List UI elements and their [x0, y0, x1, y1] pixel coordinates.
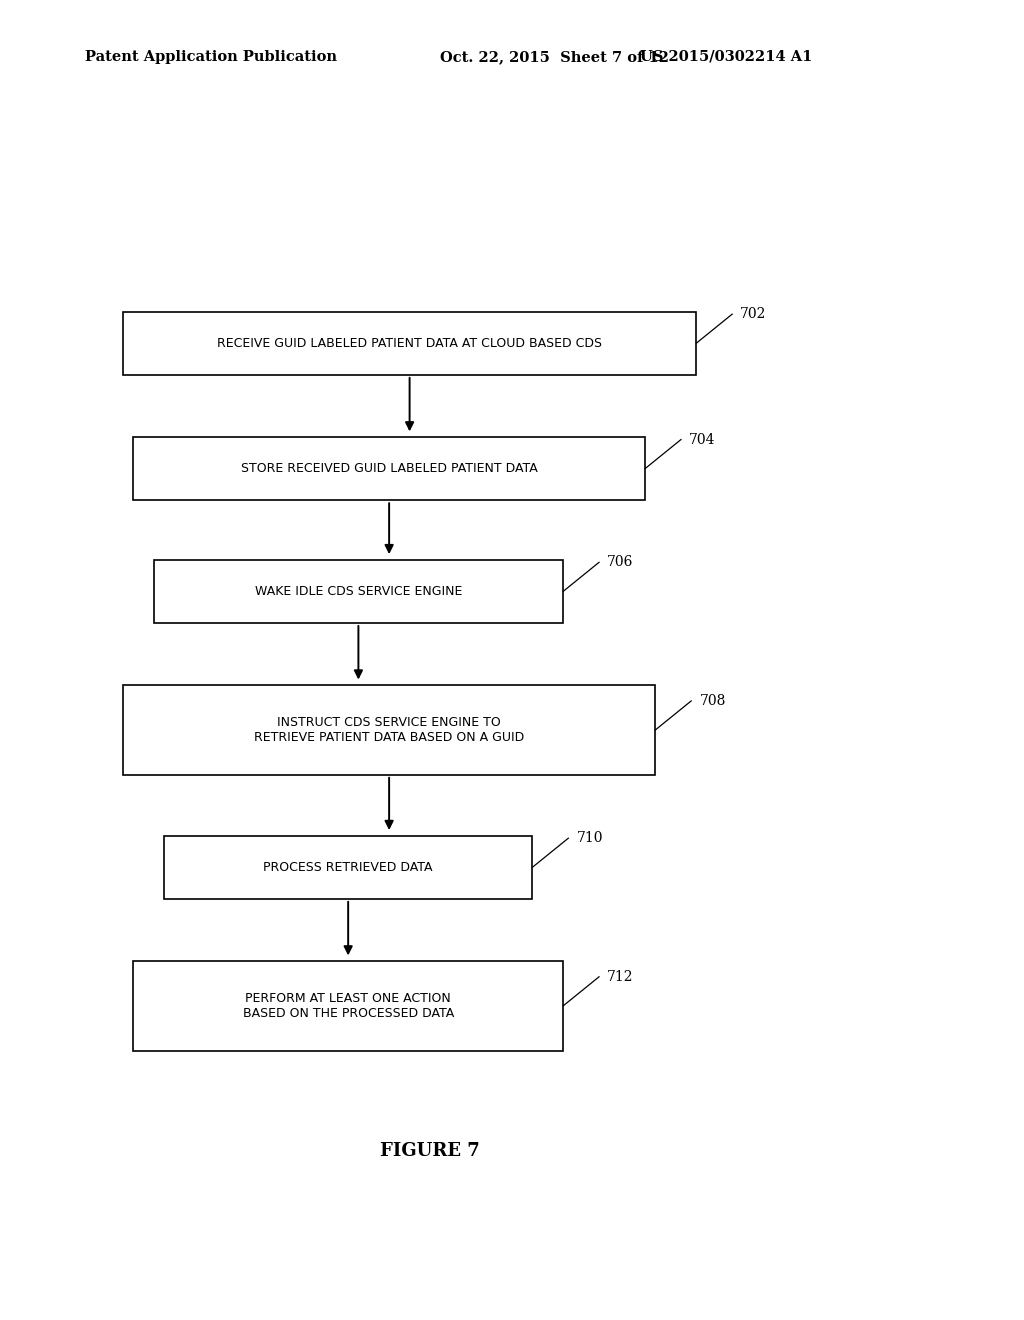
Text: 712: 712 [607, 970, 634, 983]
Text: 708: 708 [699, 694, 726, 708]
Text: STORE RECEIVED GUID LABELED PATIENT DATA: STORE RECEIVED GUID LABELED PATIENT DATA [241, 462, 538, 475]
Text: WAKE IDLE CDS SERVICE ENGINE: WAKE IDLE CDS SERVICE ENGINE [255, 585, 462, 598]
Bar [123, 685, 655, 775]
Text: PERFORM AT LEAST ONE ACTION
BASED ON THE PROCESSED DATA: PERFORM AT LEAST ONE ACTION BASED ON THE… [243, 991, 454, 1020]
Bar [123, 312, 696, 375]
Text: 706: 706 [607, 556, 634, 569]
Text: 710: 710 [577, 832, 603, 845]
Text: INSTRUCT CDS SERVICE ENGINE TO
RETRIEVE PATIENT DATA BASED ON A GUID: INSTRUCT CDS SERVICE ENGINE TO RETRIEVE … [254, 715, 524, 744]
Text: FIGURE 7: FIGURE 7 [380, 1142, 480, 1160]
Text: 704: 704 [689, 433, 716, 446]
Text: Oct. 22, 2015  Sheet 7 of 12: Oct. 22, 2015 Sheet 7 of 12 [440, 50, 670, 63]
Bar [154, 560, 563, 623]
Bar [133, 961, 563, 1051]
Bar [133, 437, 645, 500]
Text: RECEIVE GUID LABELED PATIENT DATA AT CLOUD BASED CDS: RECEIVE GUID LABELED PATIENT DATA AT CLO… [217, 337, 602, 350]
Text: US 2015/0302214 A1: US 2015/0302214 A1 [640, 50, 812, 63]
Text: Patent Application Publication: Patent Application Publication [85, 50, 337, 63]
Text: PROCESS RETRIEVED DATA: PROCESS RETRIEVED DATA [263, 861, 433, 874]
Text: 702: 702 [740, 308, 767, 321]
Bar [164, 836, 532, 899]
